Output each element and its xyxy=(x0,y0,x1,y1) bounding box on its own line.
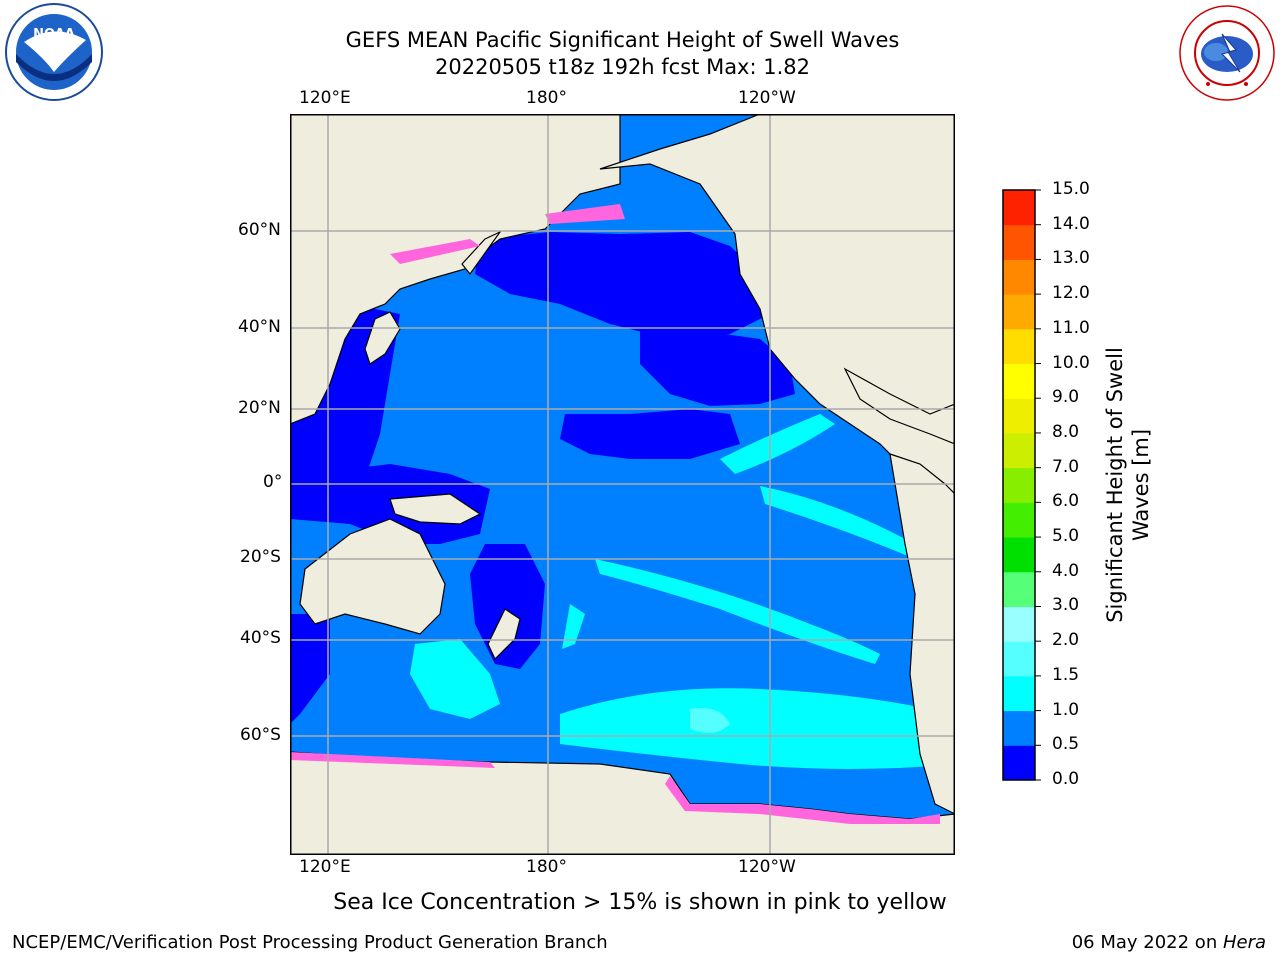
colorbar xyxy=(1002,189,1041,781)
colorbar-segment xyxy=(1003,467,1035,503)
colorbar-segment xyxy=(1003,398,1035,434)
colorbar-title-line1: Significant Height of Swell xyxy=(1103,347,1127,623)
colorbar-segment xyxy=(1003,259,1035,295)
colorbar-segment xyxy=(1003,710,1035,746)
lon-label-bottom-180: 180° xyxy=(526,857,567,877)
chart-title-line1: GEFS MEAN Pacific Significant Height of … xyxy=(345,28,900,52)
lon-label-bottom-120e: 120°E xyxy=(299,857,351,877)
lat-label-40s: 40°S xyxy=(240,628,281,648)
land-masses xyxy=(290,114,955,855)
sea-ice-note: Sea Ice Concentration > 15% is shown in … xyxy=(333,890,947,915)
noaa-logo-text: NOAA xyxy=(33,27,75,42)
footer-date: 06 May 2022 on Hera xyxy=(1072,932,1266,953)
colorbar-tick-label: 12.0 xyxy=(1052,283,1090,304)
colorbar-tick-label: 1.0 xyxy=(1052,699,1080,720)
swell-height-map xyxy=(290,114,955,855)
colorbar-tick-label: 3.0 xyxy=(1052,595,1080,616)
colorbar-segment xyxy=(1003,328,1035,365)
lat-label-60n: 60°N xyxy=(238,220,281,240)
lon-label-top-120e: 120°E xyxy=(299,88,351,108)
colorbar-tick-label: 0.5 xyxy=(1052,734,1080,755)
colorbar-segment xyxy=(1003,502,1035,538)
lon-label-top-120w: 120°W xyxy=(738,88,796,108)
colorbar-tick-label: 2.0 xyxy=(1052,630,1080,651)
lon-label-top-180: 180° xyxy=(526,88,567,108)
colorbar-tick-label: 6.0 xyxy=(1052,491,1080,512)
colorbar-tick-label: 14.0 xyxy=(1052,213,1090,234)
moderate-swell-bands xyxy=(410,414,955,769)
lon-label-bottom-120w: 120°W xyxy=(738,857,796,877)
colorbar-tick-label: 13.0 xyxy=(1052,248,1090,269)
colorbar-segment xyxy=(1003,606,1035,642)
colorbar-segment xyxy=(1003,675,1035,712)
footer-date-text: 06 May 2022 on xyxy=(1071,932,1223,953)
colorbar-tick-label: 15.0 xyxy=(1052,179,1090,199)
map-frame xyxy=(290,114,955,855)
colorbar-segment xyxy=(1003,537,1035,573)
colorbar-segment xyxy=(1003,224,1035,260)
colorbar-tick-label: 10.0 xyxy=(1052,352,1090,373)
nws-logo xyxy=(1178,4,1276,102)
footer-machine: Hera xyxy=(1222,932,1266,953)
higher-swell-patch xyxy=(690,708,730,733)
colorbar-tick-label: 11.0 xyxy=(1052,317,1090,338)
colorbar-title-line2: Waves [m] xyxy=(1129,428,1153,542)
colorbar-segment xyxy=(1003,641,1035,677)
colorbar-frame xyxy=(1002,189,1036,781)
map-graticule xyxy=(290,114,955,855)
colorbar-tick-label: 1.5 xyxy=(1052,664,1080,685)
colorbar-tick-label: 5.0 xyxy=(1052,526,1080,547)
colorbar-segment xyxy=(1003,294,1035,330)
colorbar-tick-label: 8.0 xyxy=(1052,421,1080,442)
colorbar-segment xyxy=(1003,432,1035,469)
colorbar-tick-label: 0.0 xyxy=(1052,769,1080,789)
colorbar-tick-label: 9.0 xyxy=(1052,387,1080,408)
colorbar-segment xyxy=(1003,363,1035,399)
noaa-logo: NOAA xyxy=(4,2,104,102)
colorbar-tick-label: 4.0 xyxy=(1052,560,1080,581)
sea-ice xyxy=(290,204,940,824)
lat-label-20n: 20°N xyxy=(238,398,281,418)
footer-credit: NCEP/EMC/Verification Post Processing Pr… xyxy=(12,932,608,953)
lat-label-0: 0° xyxy=(263,472,283,492)
colorbar-tick-label: 7.0 xyxy=(1052,456,1080,477)
colorbar-segment xyxy=(1003,745,1035,781)
colorbar-segment xyxy=(1003,190,1035,226)
lat-label-40n: 40°N xyxy=(238,317,281,337)
lat-label-60s: 60°S xyxy=(240,725,281,745)
colorbar-segment xyxy=(1003,571,1035,607)
chart-title-line2: 20220505 t18z 192h fcst Max: 1.82 xyxy=(435,55,810,79)
lat-label-20s: 20°S xyxy=(240,547,281,567)
